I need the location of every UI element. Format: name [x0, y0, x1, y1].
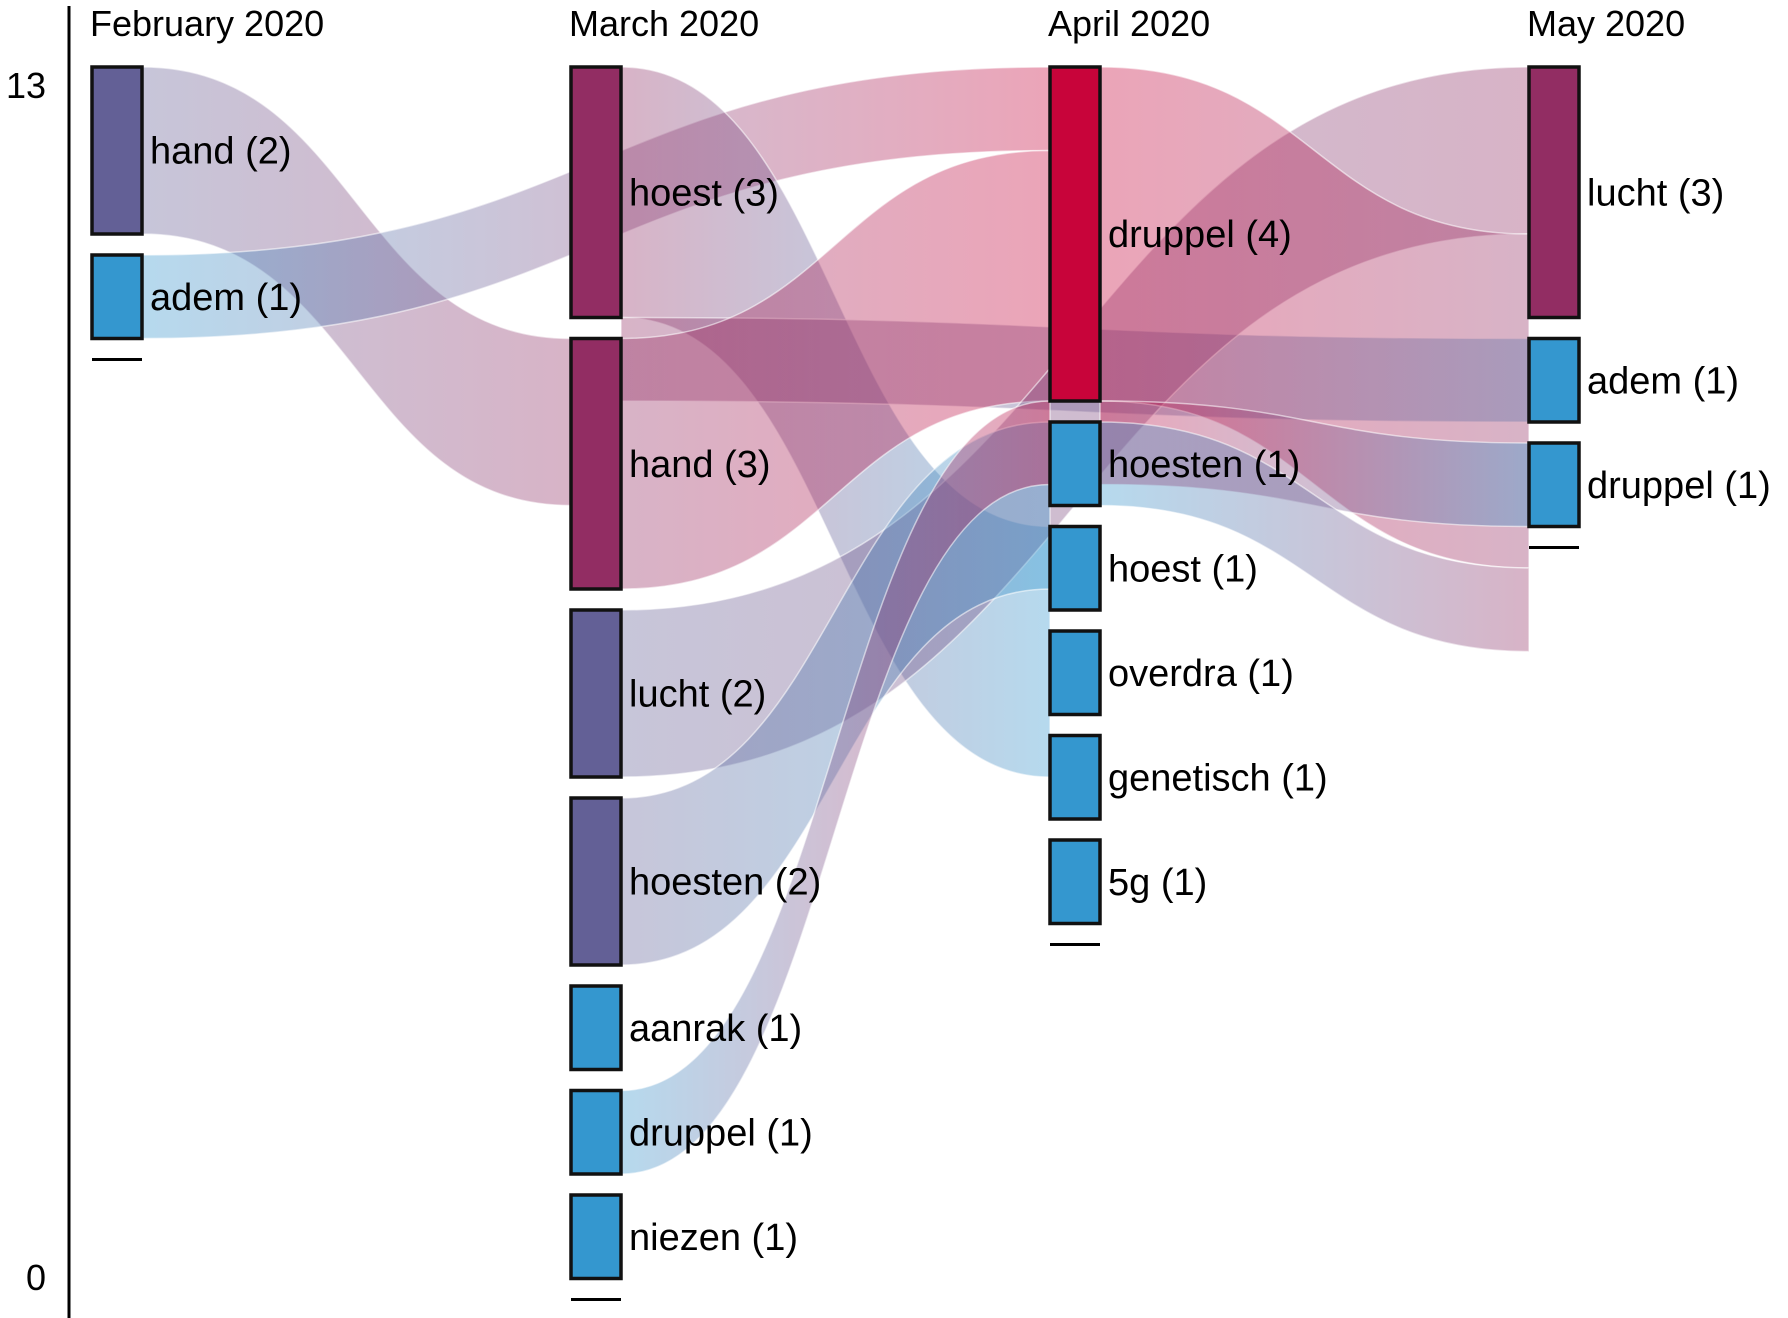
node-mar-aanrak [569, 984, 623, 1072]
column-title: March 2020 [569, 3, 759, 44]
node-mar-hand [569, 336, 623, 591]
node-mar-lucht [569, 608, 623, 779]
node-may-lucht [1527, 65, 1581, 320]
node-label-mar-druppel: druppel (1) [629, 1112, 813, 1154]
column-title: April 2020 [1048, 3, 1210, 44]
node-may-adem [1527, 336, 1581, 424]
node-mar-hoesten [569, 796, 623, 967]
node-apr-druppel [1048, 65, 1102, 403]
node-label-apr-overdra: overdra (1) [1108, 653, 1294, 695]
node-apr-genetisch [1048, 733, 1102, 821]
column-title: May 2020 [1527, 3, 1685, 44]
node-apr-hoest [1048, 524, 1102, 612]
node-label-may-lucht: lucht (3) [1587, 172, 1724, 214]
titles-layer: February 2020 March 2020 April 2020 May 202… [90, 3, 1685, 44]
node-label-feb-hand: hand (2) [150, 131, 292, 173]
links-layer [141, 66, 1530, 1175]
node-label-mar-hand: hand (3) [629, 444, 771, 486]
node-label-apr-5g: 5g (1) [1108, 862, 1207, 904]
node-label-apr-druppel: druppel (4) [1108, 214, 1292, 256]
node-label-may-druppel: druppel (1) [1587, 465, 1771, 507]
node-label-mar-lucht: lucht (2) [629, 674, 766, 716]
node-label-mar-aanrak: aanrak (1) [629, 1008, 802, 1050]
flow-apr-hoesten-to-may-lucht [1099, 421, 1530, 653]
node-mar-druppel [569, 1088, 623, 1176]
node-label-apr-hoesten: hoesten (1) [1108, 444, 1300, 486]
node-label-mar-niezen: niezen (1) [629, 1217, 798, 1259]
node-label-feb-adem: adem (1) [150, 277, 302, 319]
node-label-may-adem: adem (1) [1587, 360, 1739, 402]
node-feb-hand [90, 65, 144, 236]
node-apr-hoesten [1048, 420, 1102, 508]
labels-layer: hand (2) adem (1) hoest (3) hand (3) lucht (… [150, 131, 1771, 1259]
node-apr-5g [1048, 838, 1102, 926]
node-label-mar-hoesten: hoesten (2) [629, 862, 821, 904]
node-label-mar-hoest: hoest (3) [629, 172, 779, 214]
node-label-apr-genetisch: genetisch (1) [1108, 757, 1328, 799]
y-axis-min-label: 0 [26, 1257, 46, 1298]
node-label-apr-hoest: hoest (1) [1108, 548, 1258, 590]
y-axis-max-label: 13 [6, 65, 46, 106]
node-mar-niezen [569, 1193, 623, 1281]
column-title: February 2020 [90, 3, 324, 44]
node-may-druppel [1527, 441, 1581, 529]
node-mar-hoest [569, 65, 623, 320]
node-feb-adem [90, 253, 144, 341]
nodes-layer [90, 65, 1581, 1301]
node-apr-overdra [1048, 629, 1102, 717]
